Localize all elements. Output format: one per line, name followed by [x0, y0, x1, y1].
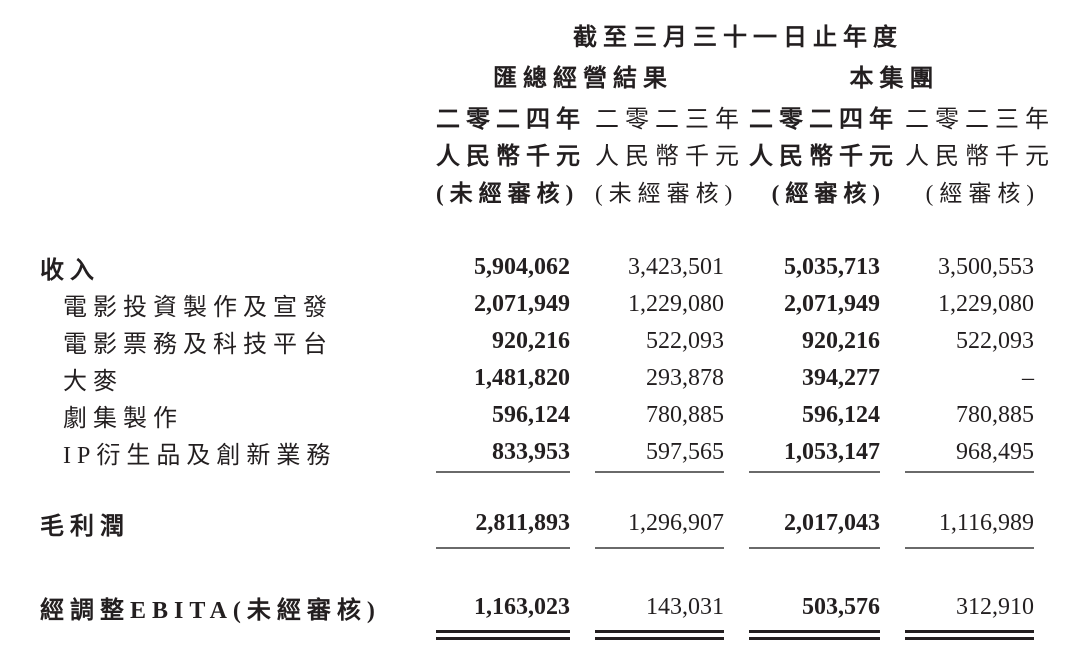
value-cell: 1,481,820	[474, 365, 570, 391]
col-header-currency: 人民幣千元	[905, 144, 1055, 170]
total-double-rule	[40, 630, 1034, 640]
adjusted-ebita-2024-summary: 1,163,023	[474, 594, 570, 620]
value-cell: 2,071,949	[474, 291, 570, 317]
table-row: 劇集製作 596,124 780,885 596,124 780,885	[40, 397, 1034, 434]
value-cell: 1,229,080	[938, 291, 1034, 317]
table-row: IP衍生品及創新業務 833,953 597,565 1,053,147 968,495	[40, 434, 1034, 471]
col-header-year-2023-summary: 二零二三年	[595, 107, 745, 133]
spacer	[40, 549, 1034, 589]
section-rule	[40, 471, 1034, 473]
adjusted-ebita-2024-group: 503,576	[802, 594, 880, 620]
value-cell: 293,878	[646, 365, 724, 391]
value-cell: 5,035,713	[784, 254, 880, 280]
rule-line	[749, 471, 880, 473]
row-label: 電影投資製作及宣發	[63, 295, 333, 321]
value-cell: 596,124	[492, 402, 570, 428]
value-cell: 968,495	[956, 439, 1034, 465]
table-row: 電影投資製作及宣發 2,071,949 1,229,080 2,071,949 1,22…	[40, 286, 1034, 323]
revenue-section: 收入 5,904,062 3,423,501 5,035,713 3,500,553 電影…	[40, 249, 1034, 471]
col-header-audit: (經審核)	[925, 180, 1040, 206]
value-cell: 3,500,553	[938, 254, 1034, 280]
col-header-year-2023-group: 二零二三年	[905, 107, 1055, 133]
col-header-audit: (經審核)	[771, 180, 886, 206]
double-rule-line	[905, 630, 1034, 640]
value-cell: 522,093	[646, 328, 724, 354]
value-cell: 522,093	[956, 328, 1034, 354]
value-cell: –	[1022, 365, 1034, 391]
value-cell: 780,885	[646, 402, 724, 428]
table-row: 收入 5,904,062 3,423,501 5,035,713 3,500,553	[40, 249, 1034, 286]
adjusted-ebita-row: 經調整EBITA(未經審核) 1,163,023 143,031 503,576…	[40, 589, 1034, 626]
gross-profit-label: 毛利潤	[40, 514, 130, 540]
rule-line	[749, 547, 880, 549]
col-header-currency: 人民幣千元	[749, 144, 899, 170]
adjusted-ebita-2023-group: 312,910	[956, 594, 1034, 620]
rule-line	[595, 547, 724, 549]
row-label: 大麥	[63, 369, 123, 395]
period-title: 截至三月三十一日止年度	[436, 17, 1034, 52]
gross-profit-2023-summary: 1,296,907	[628, 510, 724, 536]
rule-line	[905, 547, 1034, 549]
gross-profit-2023-group: 1,116,989	[938, 510, 1034, 536]
group-header-group: 本集團	[849, 65, 940, 92]
value-cell: 780,885	[956, 402, 1034, 428]
double-rule-line	[595, 630, 724, 640]
table-row: 大麥 1,481,820 293,878 394,277 –	[40, 360, 1034, 397]
section-rule	[40, 547, 1034, 549]
gross-profit-2024-summary: 2,811,893	[475, 510, 570, 536]
row-label: 電影票務及科技平台	[63, 332, 333, 358]
period-title-text: 截至三月三十一日止年度	[573, 24, 903, 51]
adjusted-ebita-label: 經調整EBITA(未經審核)	[40, 598, 381, 624]
spacer	[40, 209, 1034, 249]
value-cell: 920,216	[802, 328, 880, 354]
rule-line	[595, 471, 724, 473]
table-row: 電影票務及科技平台 920,216 522,093 920,216 522,093	[40, 323, 1034, 360]
row-label: 收入	[40, 258, 100, 284]
gross-profit-2024-group: 2,017,043	[784, 510, 880, 536]
col-header-currency: 人民幣千元	[595, 144, 745, 170]
col-header-audit: (未經審核)	[436, 180, 580, 206]
rule-line	[436, 471, 570, 473]
value-cell: 2,071,949	[784, 291, 880, 317]
value-cell: 1,229,080	[628, 291, 724, 317]
group-header-summary: 匯總經營結果	[493, 65, 673, 92]
rule-line	[905, 471, 1034, 473]
col-header-currency: 人民幣千元	[436, 144, 586, 170]
value-cell: 5,904,062	[474, 254, 570, 280]
rule-line	[436, 547, 570, 549]
double-rule-line	[436, 630, 570, 640]
spacer	[40, 473, 1034, 505]
row-label: IP衍生品及創新業務	[63, 443, 337, 469]
value-cell: 596,124	[802, 402, 880, 428]
row-label: 劇集製作	[63, 406, 183, 432]
col-header-year-2024-group: 二零二四年	[749, 107, 899, 133]
col-header-year-2024-summary: 二零二四年	[436, 107, 586, 133]
value-cell: 394,277	[802, 365, 880, 391]
value-cell: 833,953	[492, 439, 570, 465]
value-cell: 3,423,501	[628, 254, 724, 280]
value-cell: 1,053,147	[784, 439, 880, 465]
col-header-audit: (未經審核)	[595, 180, 739, 206]
gross-profit-row: 毛利潤 2,811,893 1,296,907 2,017,043 1,116,…	[40, 505, 1034, 542]
value-cell: 920,216	[492, 328, 570, 354]
adjusted-ebita-2023-summary: 143,031	[646, 594, 724, 620]
double-rule-line	[749, 630, 880, 640]
value-cell: 597,565	[646, 439, 724, 465]
